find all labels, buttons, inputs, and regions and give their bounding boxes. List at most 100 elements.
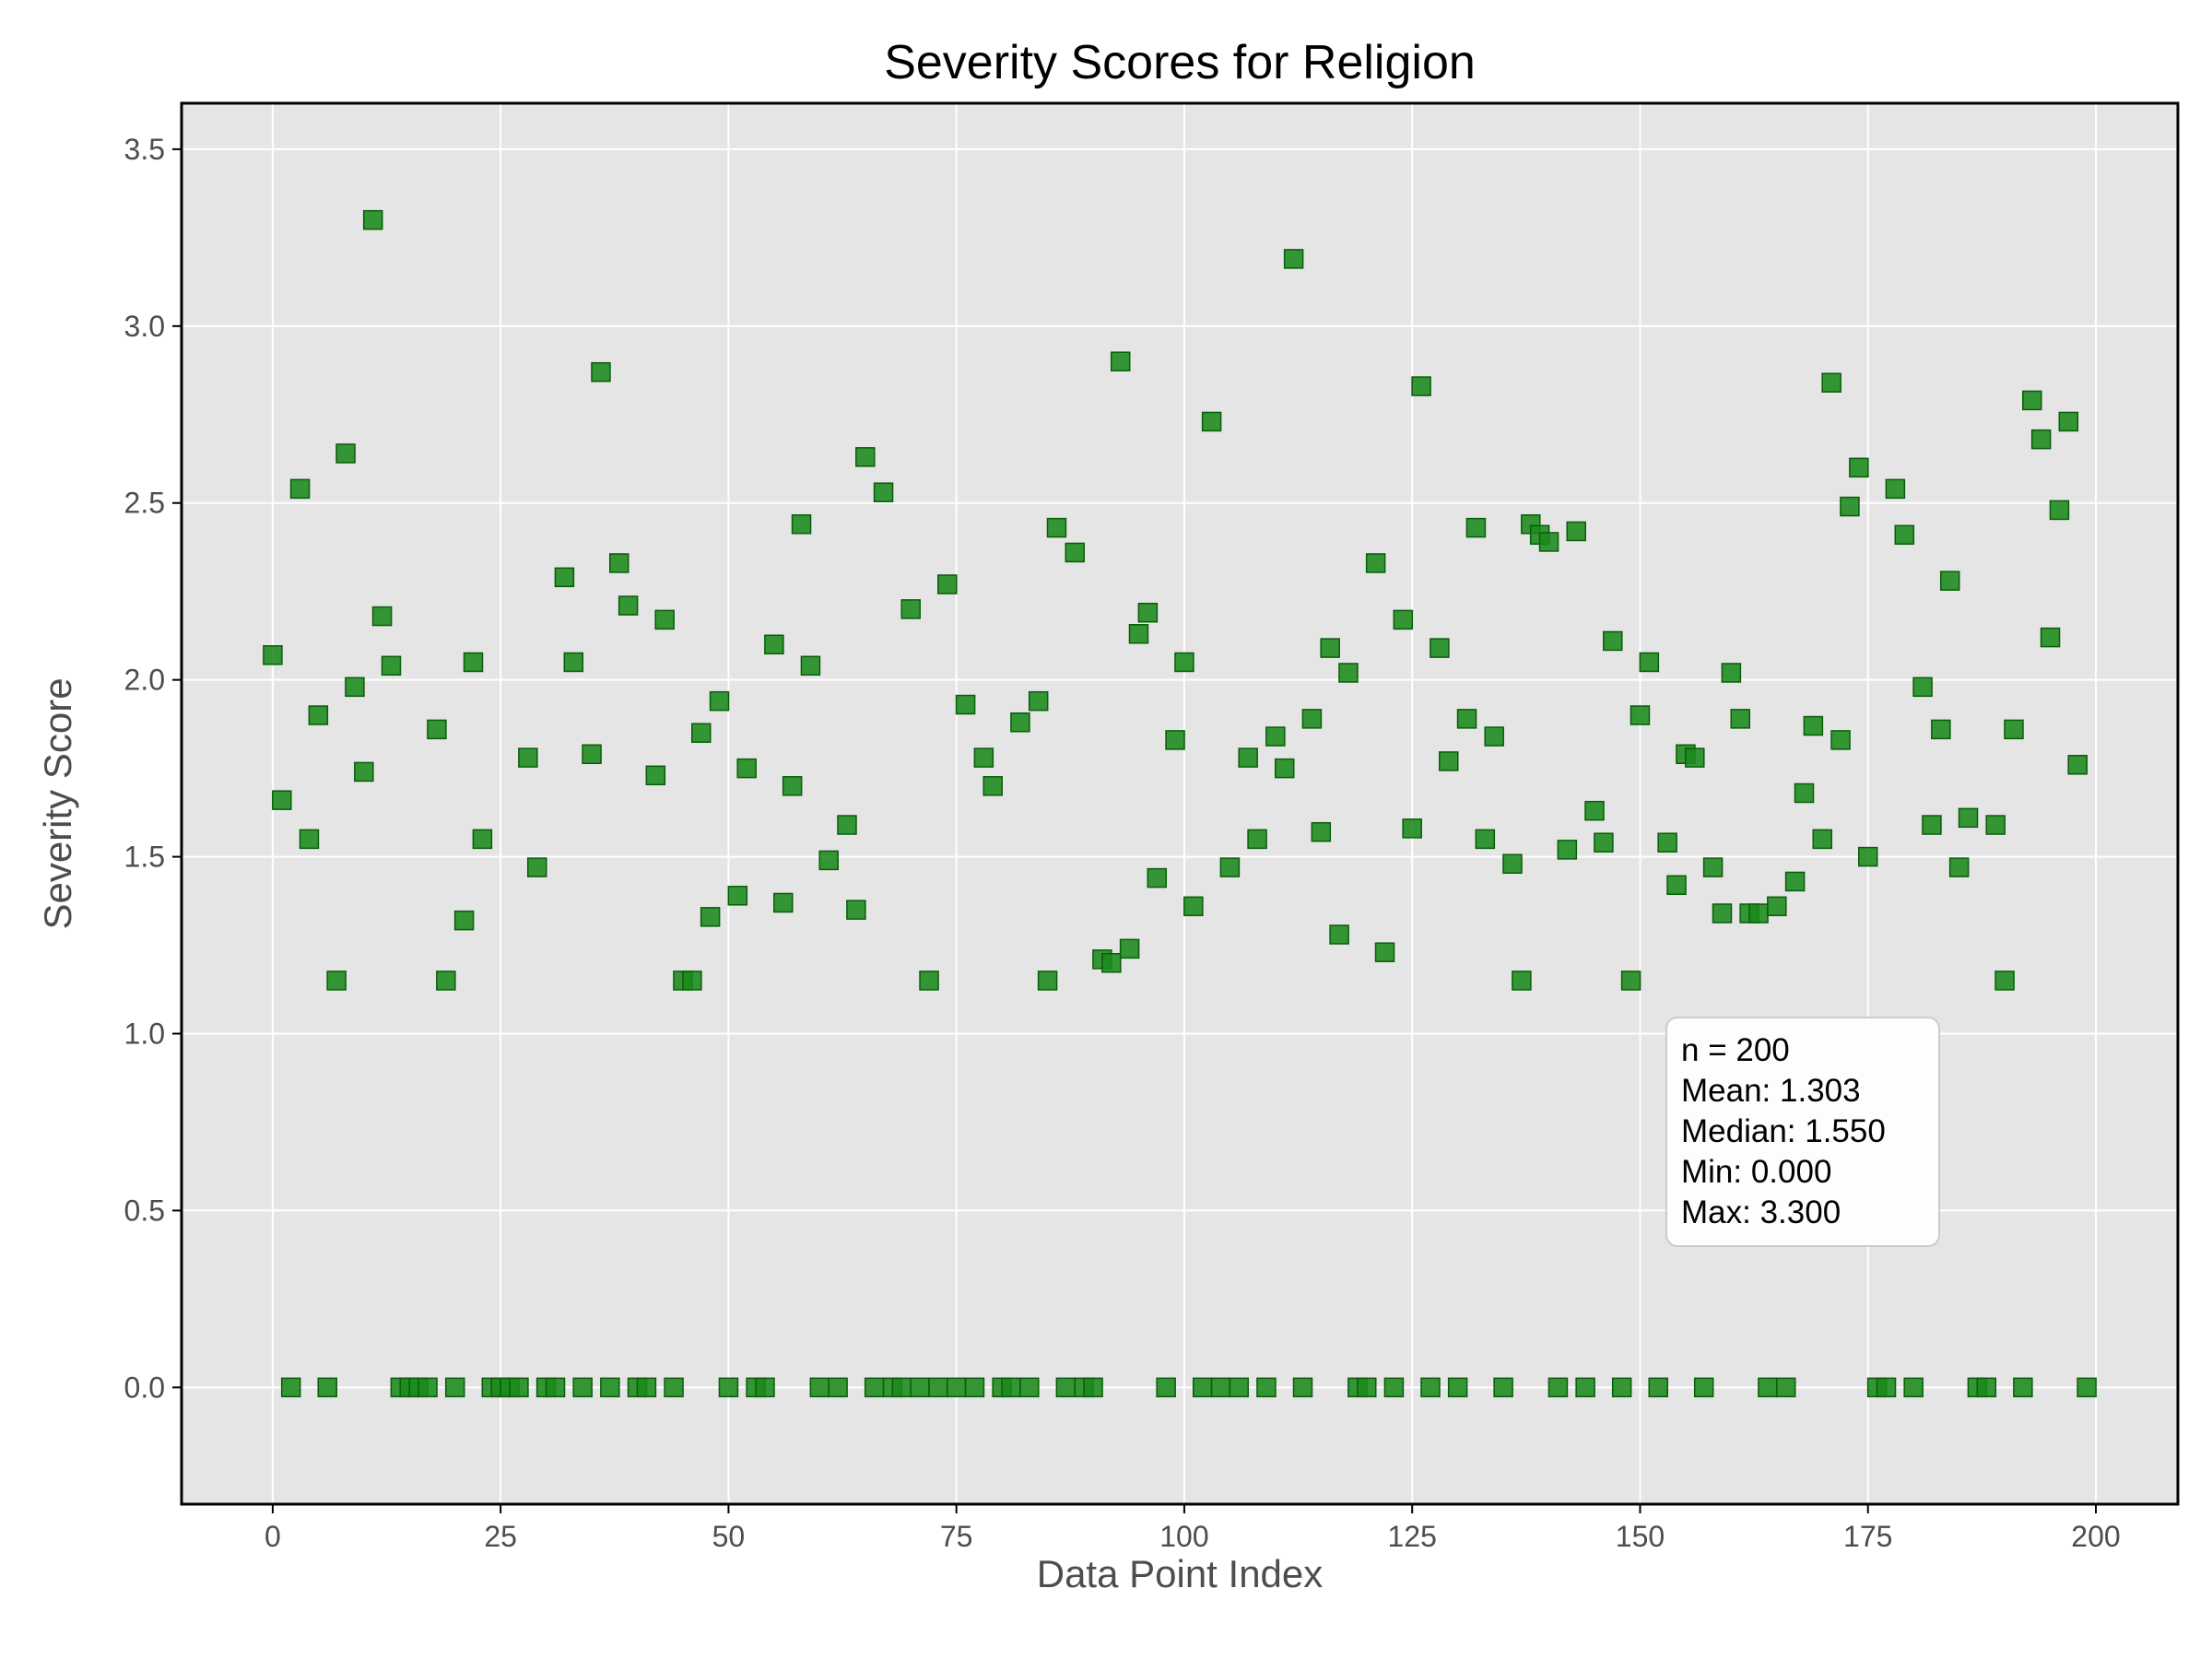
data-point bbox=[1301, 709, 1323, 729]
x-gridlines bbox=[271, 103, 2097, 1504]
x-tick-label: 200 bbox=[2071, 1520, 2120, 1553]
data-point bbox=[1247, 829, 1267, 850]
data-point bbox=[1748, 903, 1769, 924]
data-point bbox=[837, 815, 857, 835]
data-point bbox=[1657, 832, 1677, 853]
data-point bbox=[1001, 1377, 1021, 1398]
data-point bbox=[973, 747, 994, 768]
data-point bbox=[572, 1377, 593, 1398]
data-point bbox=[955, 694, 976, 715]
x-tick-label: 75 bbox=[940, 1520, 973, 1553]
data-point bbox=[1201, 411, 1222, 432]
data-point bbox=[362, 209, 383, 230]
data-point bbox=[1912, 677, 1933, 698]
data-point bbox=[1903, 1377, 1924, 1398]
data-point bbox=[1994, 971, 2015, 991]
data-point bbox=[427, 719, 447, 740]
data-point bbox=[299, 829, 320, 850]
data-point bbox=[1611, 1377, 1632, 1398]
data-point bbox=[1493, 1377, 1513, 1398]
data-point bbox=[664, 1377, 684, 1398]
data-point bbox=[700, 907, 721, 927]
data-point bbox=[1311, 821, 1332, 842]
data-point bbox=[736, 758, 757, 779]
data-point bbox=[891, 1377, 912, 1398]
data-point bbox=[1101, 952, 1122, 973]
data-point bbox=[1594, 832, 1614, 853]
data-point bbox=[381, 655, 402, 677]
data-point bbox=[1420, 1377, 1441, 1398]
data-point bbox=[773, 892, 794, 913]
data-point bbox=[463, 652, 484, 673]
data-point bbox=[818, 850, 839, 871]
data-point bbox=[608, 553, 629, 573]
data-point bbox=[436, 971, 456, 991]
x-tick-label: 0 bbox=[265, 1520, 281, 1553]
data-point bbox=[1885, 478, 1906, 500]
data-point bbox=[873, 482, 894, 502]
data-point bbox=[563, 652, 584, 673]
data-point bbox=[654, 609, 675, 630]
data-point bbox=[526, 857, 547, 877]
data-point bbox=[1046, 517, 1067, 538]
data-point bbox=[1512, 971, 1532, 991]
data-point bbox=[1484, 726, 1504, 747]
data-point bbox=[263, 645, 283, 665]
data-point bbox=[1010, 712, 1030, 733]
data-point bbox=[1648, 1377, 1668, 1398]
y-tick-label: 2.0 bbox=[124, 664, 165, 697]
data-point bbox=[2013, 1377, 2033, 1398]
stats-line-min: Min: 0.000 bbox=[1681, 1154, 1831, 1190]
data-point bbox=[1137, 602, 1159, 623]
data-points bbox=[263, 209, 2097, 1398]
data-point bbox=[855, 447, 876, 467]
data-point bbox=[1639, 652, 1660, 673]
data-point bbox=[1620, 971, 1641, 991]
stats-line-max: Max: 3.300 bbox=[1681, 1194, 1841, 1230]
data-point bbox=[1393, 609, 1414, 630]
data-point bbox=[308, 705, 329, 725]
x-tick-label: 175 bbox=[1843, 1520, 1892, 1553]
data-point bbox=[2040, 627, 2061, 648]
data-point bbox=[809, 1377, 830, 1398]
data-point bbox=[1840, 496, 1860, 517]
data-point bbox=[1830, 730, 1851, 750]
data-point bbox=[1712, 903, 1733, 924]
data-point bbox=[864, 1377, 885, 1398]
data-point bbox=[1019, 1377, 1040, 1398]
data-point bbox=[1402, 818, 1422, 839]
data-point bbox=[1229, 1377, 1250, 1398]
data-point bbox=[582, 744, 602, 765]
data-point bbox=[1365, 553, 1386, 573]
data-point bbox=[1666, 875, 1687, 896]
data-point bbox=[2022, 390, 2042, 411]
data-point bbox=[317, 1377, 337, 1398]
data-point bbox=[2058, 411, 2079, 432]
data-point bbox=[509, 1377, 529, 1398]
data-point bbox=[764, 634, 784, 655]
data-point bbox=[335, 443, 356, 464]
data-point bbox=[1210, 1377, 1231, 1398]
data-point bbox=[937, 574, 958, 594]
data-point bbox=[1767, 896, 1787, 917]
data-point bbox=[800, 655, 821, 677]
data-point bbox=[636, 1377, 657, 1398]
data-point bbox=[1338, 663, 1359, 683]
data-point bbox=[1775, 1377, 1796, 1398]
data-point bbox=[1630, 705, 1651, 725]
data-point bbox=[1456, 709, 1477, 729]
data-point bbox=[1447, 1377, 1468, 1398]
data-point bbox=[1931, 719, 1951, 740]
data-point bbox=[1256, 1377, 1277, 1398]
data-point bbox=[545, 1377, 566, 1398]
data-point bbox=[1566, 521, 1586, 542]
y-axis-title: Severity Score bbox=[36, 677, 79, 929]
data-point bbox=[600, 1377, 620, 1398]
data-point bbox=[371, 606, 393, 627]
data-point bbox=[791, 514, 812, 535]
data-point bbox=[1430, 638, 1450, 658]
x-tick-label: 100 bbox=[1159, 1520, 1208, 1553]
data-point bbox=[345, 677, 365, 698]
x-tick-label: 125 bbox=[1388, 1520, 1437, 1553]
data-point bbox=[1156, 1377, 1176, 1398]
